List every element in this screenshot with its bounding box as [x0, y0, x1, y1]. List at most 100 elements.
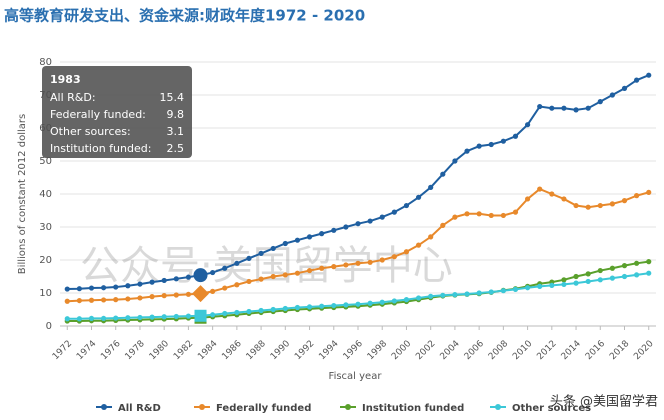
data-point [428, 293, 434, 299]
data-point [137, 295, 143, 301]
data-point [246, 308, 252, 315]
data-point [500, 288, 506, 294]
tooltip-value: 3.1 [167, 125, 185, 138]
data-point [125, 283, 131, 289]
data-point [609, 92, 615, 98]
x-tick-label: 2016 [584, 339, 607, 362]
data-point [258, 250, 264, 256]
data-point [161, 277, 167, 284]
data-point [634, 272, 640, 278]
data-point [367, 300, 373, 306]
data-point [331, 227, 337, 233]
data-point [210, 269, 216, 276]
legend-label: Other sources [512, 403, 591, 414]
data-point [464, 211, 470, 217]
data-point [585, 105, 591, 111]
data-point [452, 158, 458, 164]
data-point [573, 280, 579, 286]
data-point [391, 298, 397, 304]
data-point [137, 281, 143, 287]
x-tick-label: 1980 [148, 339, 171, 362]
data-point [194, 309, 207, 322]
data-point [512, 133, 519, 139]
data-point [319, 303, 325, 309]
data-point [319, 265, 325, 271]
data-point [585, 271, 591, 277]
tooltip-label: Federally funded: [50, 108, 146, 121]
data-point [173, 276, 179, 282]
data-point [101, 297, 107, 303]
x-tick-label: 1994 [317, 339, 340, 362]
data-point [113, 284, 119, 290]
data-point [573, 107, 579, 113]
data-point [537, 103, 543, 110]
data-point [646, 259, 652, 265]
data-point [282, 305, 288, 312]
x-tick-label: 1978 [124, 339, 147, 362]
data-point [597, 202, 603, 209]
x-tick-label: 1992 [293, 339, 316, 362]
y-tick-label: 0 [46, 321, 52, 332]
data-point [561, 277, 567, 283]
x-tick-label: 1998 [366, 339, 389, 362]
data-point [64, 298, 70, 304]
tooltip-label: Institution funded: [50, 142, 151, 155]
data-point [331, 264, 337, 270]
data-point [270, 273, 276, 280]
data-point [210, 288, 216, 294]
x-tick-label: 1986 [220, 339, 243, 362]
data-point [440, 171, 446, 177]
data-point [524, 285, 531, 291]
data-point [306, 304, 313, 310]
data-point [609, 201, 615, 207]
data-point [391, 209, 397, 215]
data-point [76, 316, 82, 322]
data-point [101, 285, 107, 291]
data-point [222, 265, 228, 271]
y-tick-label: 50 [39, 156, 52, 167]
data-point [500, 212, 506, 219]
data-point [573, 273, 579, 280]
data-point [210, 312, 216, 318]
data-point [161, 293, 167, 299]
data-point [343, 302, 349, 308]
legend-marker [199, 404, 205, 410]
legend-marker [495, 404, 501, 410]
data-point [452, 214, 458, 220]
data-point [234, 309, 240, 316]
legend-label: All R&D [118, 403, 161, 414]
data-point [634, 77, 640, 83]
data-point [403, 297, 410, 303]
data-point [379, 299, 385, 305]
data-point [512, 286, 519, 292]
legend-marker [345, 404, 351, 410]
legend-marker [101, 404, 107, 410]
data-point [415, 295, 422, 301]
x-tick-label: 2014 [560, 339, 583, 362]
data-point [646, 270, 652, 276]
data-point [464, 148, 470, 154]
data-point [428, 234, 434, 240]
data-point [488, 141, 494, 148]
data-point [246, 278, 252, 285]
data-point [294, 304, 301, 311]
tooltip-label: All R&D: [50, 91, 96, 104]
data-point [64, 286, 70, 292]
legend-label: Institution funded [362, 403, 464, 414]
x-tick-label: 2006 [463, 339, 486, 362]
data-point [379, 214, 385, 220]
data-point [524, 196, 531, 202]
data-point [476, 143, 482, 149]
data-point [234, 260, 240, 266]
data-point [258, 307, 264, 314]
data-point [270, 306, 276, 313]
data-point [343, 224, 349, 230]
data-point [282, 240, 288, 247]
x-tick-label: 1988 [245, 339, 268, 362]
data-point [113, 297, 119, 303]
data-point [101, 315, 107, 322]
data-point [161, 314, 167, 320]
data-point [403, 202, 410, 209]
data-point [597, 267, 603, 274]
x-tick-label: 2010 [511, 339, 534, 362]
